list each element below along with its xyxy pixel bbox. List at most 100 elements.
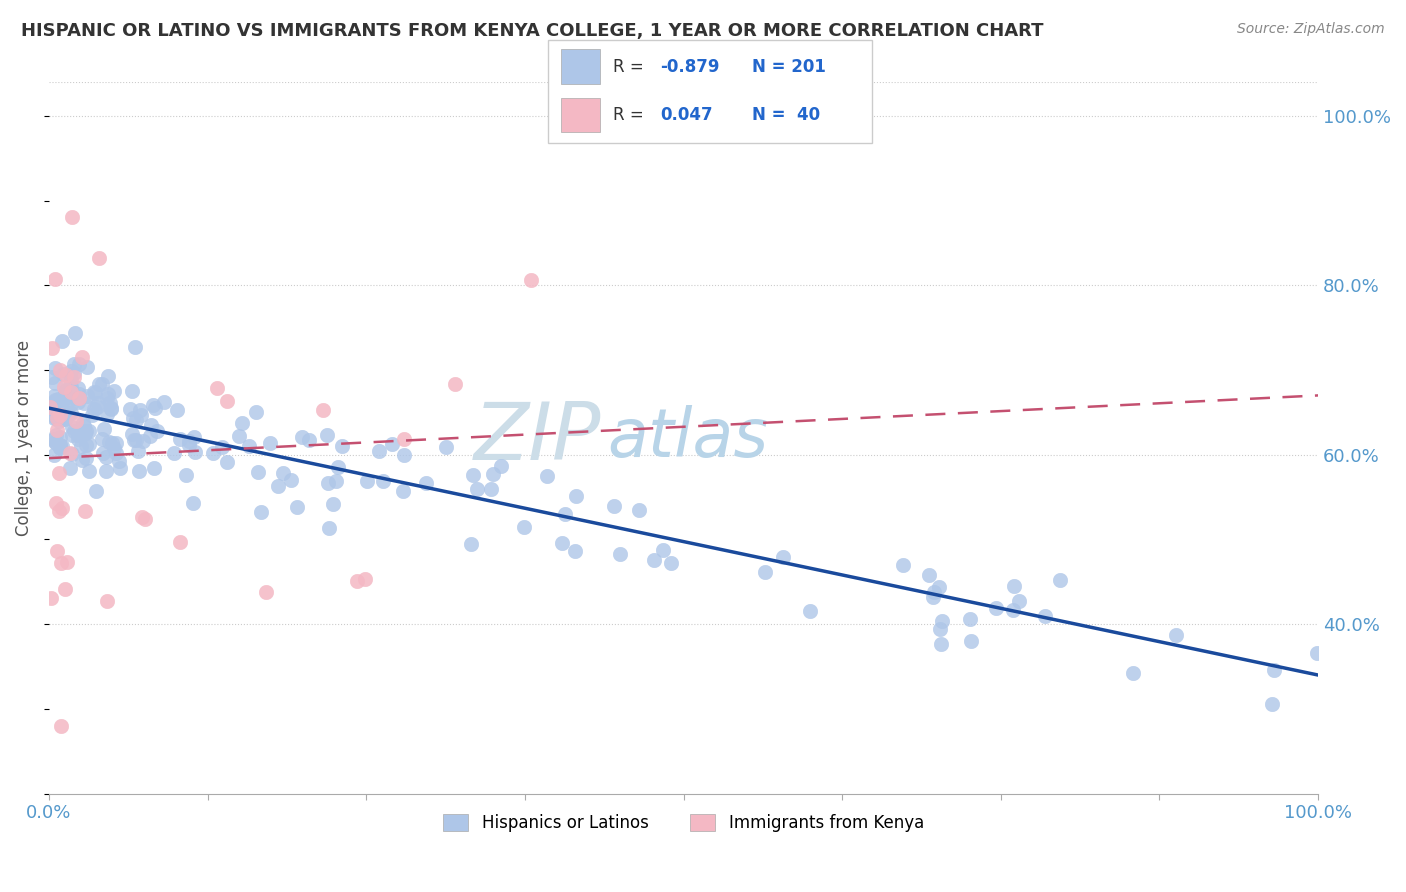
Point	[131, 510, 153, 524]
Point	[66, 394, 89, 409]
Point	[44, 392, 66, 407]
Point	[659, 557, 682, 571]
Point	[603, 499, 626, 513]
Point	[45, 496, 67, 510]
Point	[46, 410, 69, 425]
Point	[125, 433, 148, 447]
Point	[1035, 609, 1057, 624]
Point	[103, 442, 125, 456]
Point	[44, 376, 66, 391]
Point	[87, 396, 110, 410]
Point	[44, 432, 66, 446]
Point	[38, 400, 60, 414]
Point	[73, 418, 96, 433]
Point	[202, 446, 225, 460]
Point	[86, 483, 108, 498]
Point	[53, 412, 76, 426]
Point	[231, 416, 253, 430]
Point	[76, 388, 98, 402]
Point	[554, 507, 576, 521]
Point	[652, 543, 675, 558]
Point	[73, 396, 96, 410]
Point	[217, 455, 239, 469]
Point	[104, 446, 127, 460]
Point	[48, 414, 70, 428]
Point	[163, 446, 186, 460]
Point	[460, 537, 482, 551]
Point	[316, 427, 339, 442]
Point	[56, 407, 79, 421]
Point	[41, 341, 63, 355]
Point	[62, 366, 84, 380]
Point	[63, 326, 86, 340]
Point	[917, 567, 939, 582]
Point	[152, 395, 174, 409]
Point	[67, 391, 90, 405]
FancyBboxPatch shape	[548, 40, 872, 143]
Point	[392, 484, 415, 499]
Point	[929, 637, 952, 651]
Point	[79, 425, 101, 439]
Point	[96, 408, 118, 422]
Point	[367, 443, 389, 458]
Point	[415, 475, 437, 490]
Point	[60, 420, 83, 434]
Point	[211, 441, 233, 455]
Point	[48, 503, 70, 517]
Point	[80, 408, 103, 422]
Point	[55, 368, 77, 383]
Point	[125, 413, 148, 427]
Point	[70, 452, 93, 467]
Point	[42, 389, 65, 403]
Point	[44, 402, 66, 417]
Point	[60, 379, 83, 393]
Point	[108, 460, 131, 475]
Point	[461, 467, 484, 482]
Point	[45, 428, 67, 442]
Point	[353, 572, 375, 586]
Point	[58, 392, 80, 407]
Point	[489, 459, 512, 474]
Point	[55, 383, 77, 397]
Point	[250, 505, 273, 519]
Point	[273, 466, 295, 480]
Point	[177, 438, 200, 452]
Point	[254, 585, 277, 599]
Point	[565, 490, 588, 504]
Point	[60, 428, 83, 442]
Point	[228, 429, 250, 443]
Text: N =  40: N = 40	[752, 106, 820, 124]
Point	[44, 411, 66, 425]
Point	[67, 381, 90, 395]
Point	[318, 521, 340, 535]
Point	[551, 536, 574, 550]
Point	[959, 612, 981, 626]
Point	[381, 436, 404, 450]
Point	[246, 465, 269, 479]
Point	[96, 594, 118, 608]
Point	[51, 394, 73, 409]
Point	[87, 251, 110, 265]
Point	[129, 403, 152, 417]
Point	[75, 438, 97, 452]
Point	[138, 428, 160, 442]
Point	[67, 386, 90, 401]
Point	[1001, 603, 1024, 617]
Point	[1049, 574, 1071, 588]
Point	[59, 377, 82, 392]
Point	[799, 604, 821, 618]
Point	[643, 553, 665, 567]
Point	[928, 580, 950, 594]
Point	[49, 556, 72, 570]
Point	[44, 271, 66, 285]
Point	[184, 445, 207, 459]
Point	[58, 446, 80, 460]
Point	[132, 434, 155, 448]
Point	[127, 444, 149, 458]
Point	[984, 601, 1007, 615]
Legend: Hispanics or Latinos, Immigrants from Kenya: Hispanics or Latinos, Immigrants from Ke…	[437, 807, 931, 838]
Point	[44, 448, 66, 462]
Point	[49, 719, 72, 733]
Y-axis label: College, 1 year or more: College, 1 year or more	[15, 340, 32, 536]
Point	[63, 357, 86, 371]
